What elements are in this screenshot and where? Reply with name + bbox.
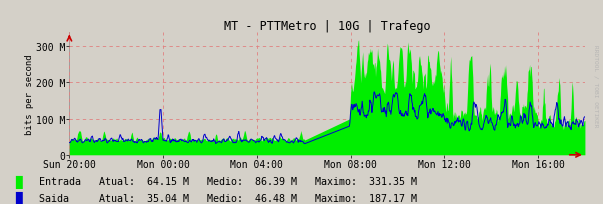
- Text: RRDTOOL / TOBI OETIKER: RRDTOOL / TOBI OETIKER: [594, 45, 599, 127]
- Text: █: █: [15, 175, 22, 188]
- Y-axis label: bits per second: bits per second: [25, 54, 34, 134]
- Text: Saida     Atual:  35.04 M   Medio:  46.48 M   Maximo:  187.17 M: Saida Atual: 35.04 M Medio: 46.48 M Maxi…: [39, 193, 417, 203]
- Text: █: █: [15, 191, 22, 204]
- Text: Entrada   Atual:  64.15 M   Medio:  86.39 M   Maximo:  331.35 M: Entrada Atual: 64.15 M Medio: 86.39 M Ma…: [39, 177, 417, 186]
- Title: MT - PTTMetro | 10G | Trafego: MT - PTTMetro | 10G | Trafego: [224, 20, 431, 33]
